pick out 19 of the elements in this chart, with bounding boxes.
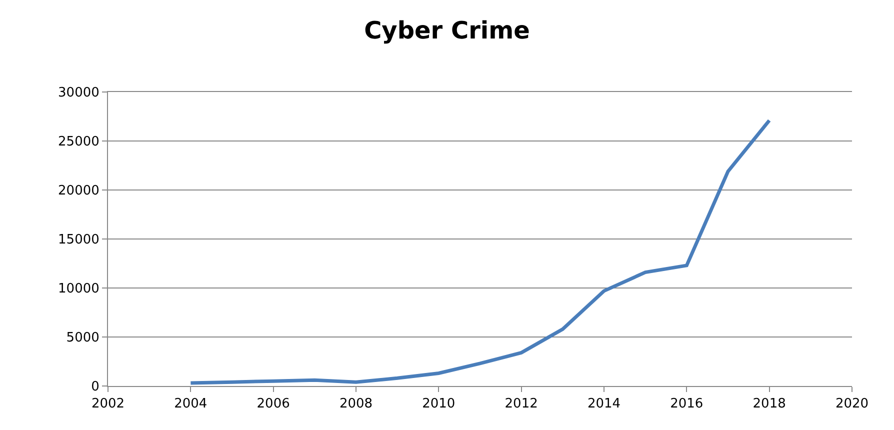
y-tick-label: 25000 <box>58 134 100 150</box>
x-tick-label: 2010 <box>422 396 456 412</box>
y-tick-label: 10000 <box>58 282 100 297</box>
x-tick-label: 2020 <box>835 396 869 412</box>
line-series <box>188 118 772 385</box>
x-tick-label: 2002 <box>91 396 125 412</box>
y-tick-label: 0 <box>91 380 100 395</box>
x-tick-label: 2004 <box>174 396 208 412</box>
x-tick-label: 2016 <box>670 396 704 412</box>
x-tick-label: 2014 <box>587 396 621 412</box>
y-tick-label: 30000 <box>58 86 100 101</box>
x-tick-label: 2018 <box>752 396 786 412</box>
x-tick-label: 2006 <box>256 396 290 412</box>
chart-title: Cyber Crime <box>364 16 530 44</box>
x-tick-label: 2008 <box>339 396 373 412</box>
y-tick-label: 20000 <box>58 184 100 199</box>
y-tick-label: 5000 <box>66 330 100 346</box>
y-tick-label: 15000 <box>58 232 100 248</box>
x-tick-label: 2012 <box>504 396 538 412</box>
